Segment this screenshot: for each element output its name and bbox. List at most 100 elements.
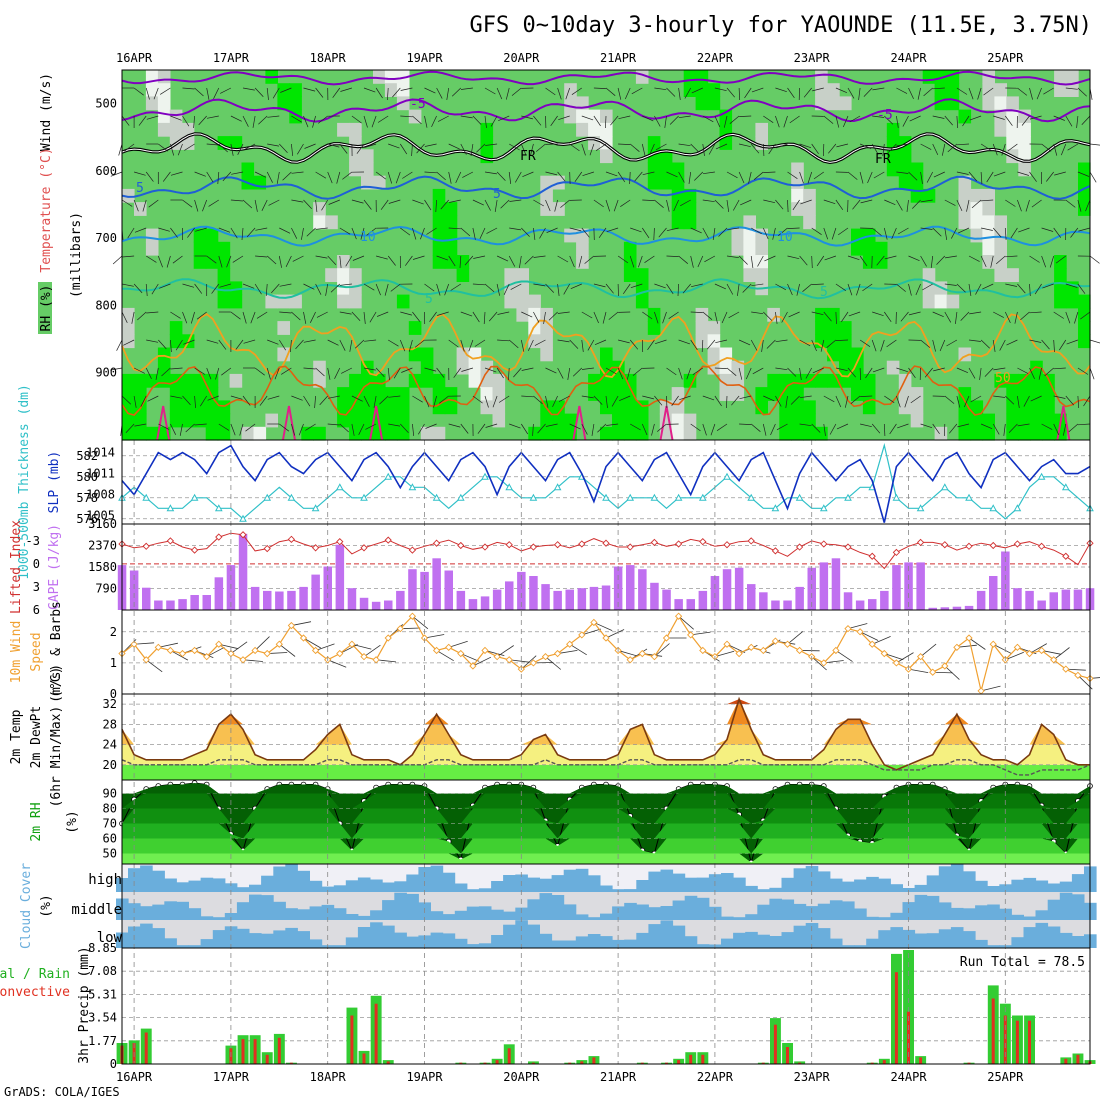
date-label-bottom: 16APR	[116, 1070, 153, 1084]
wind10m-axis-label: 10m Wind	[9, 621, 24, 684]
cape-bar	[674, 599, 683, 610]
rh-cell	[971, 229, 984, 243]
rh-cell	[325, 215, 338, 229]
lifted-index-point	[409, 547, 415, 553]
rh-cell	[1078, 295, 1091, 309]
cape-bar	[336, 545, 345, 610]
rh-cell	[170, 414, 183, 428]
temp-fill-band	[122, 699, 1090, 745]
wind-barb	[461, 654, 479, 662]
rh-cell	[947, 295, 960, 309]
cloud-cell	[624, 940, 637, 948]
cloud-cell	[794, 868, 807, 892]
rh-cell	[313, 427, 326, 441]
cloud-cell	[685, 878, 698, 892]
cape-bar	[747, 584, 756, 610]
lifted-index-point	[143, 543, 149, 549]
wind-barb	[146, 660, 162, 672]
cloud-cell	[297, 871, 310, 892]
rh-cell	[158, 361, 171, 375]
slp-tick-label: 1014	[86, 446, 115, 460]
cloud-cell	[431, 933, 444, 948]
rh-cell	[815, 321, 828, 335]
date-label-bottom: 18APR	[310, 1070, 347, 1084]
cloud-cell	[382, 900, 395, 920]
cape-bar	[1013, 588, 1022, 610]
rh2m-tick-label: 50	[103, 847, 117, 861]
precip-convective-label: Convective	[0, 985, 70, 1000]
cloud-cell	[164, 879, 177, 893]
rh-cell	[839, 96, 852, 110]
cloud-cell	[648, 924, 661, 948]
date-label-top: 20APR	[503, 51, 540, 65]
contour-label: 10	[360, 230, 376, 245]
contour-label: 50	[995, 371, 1011, 386]
rh-cell	[576, 242, 589, 256]
lifted-index-point	[676, 541, 682, 547]
cape-tick-label: 2370	[88, 539, 117, 553]
rh-cell	[982, 96, 995, 110]
wind-barb	[117, 340, 122, 351]
cloud-cell	[878, 879, 891, 892]
rh-cell	[337, 281, 350, 295]
rh-cell	[612, 400, 625, 414]
cape-bar	[251, 587, 260, 610]
cloud-cell	[1036, 881, 1049, 893]
thickness-point	[1014, 505, 1020, 511]
cloud-cell	[733, 917, 746, 920]
rh-cell	[230, 374, 243, 388]
rh-cell	[863, 387, 876, 401]
cloud-cell	[285, 908, 298, 920]
rh-cell	[636, 268, 649, 282]
cloud-cell	[769, 899, 782, 920]
cape-bar	[384, 601, 393, 611]
precip-tick-label: 7.08	[88, 964, 117, 978]
cloud-cell	[455, 911, 468, 920]
cape-bar	[735, 568, 744, 610]
rh-cell	[433, 387, 446, 401]
precip-convective-bar	[1016, 1021, 1019, 1064]
cloud-cell	[733, 878, 746, 892]
rh-cell	[457, 255, 470, 269]
rh-cell	[839, 334, 852, 348]
rh-cell	[732, 387, 745, 401]
lifted-index-point	[385, 537, 391, 543]
rh-cell	[624, 400, 637, 414]
wind-barb	[364, 645, 380, 656]
rh-cell	[313, 215, 326, 229]
rh-cell	[349, 268, 362, 282]
rh-cell	[612, 427, 625, 441]
rh-cell	[516, 281, 529, 295]
rh-cell	[636, 295, 649, 309]
rh-cell	[1018, 427, 1031, 441]
cloud-cell	[176, 902, 189, 920]
cloud-cell	[564, 904, 577, 920]
rh-cell	[445, 400, 458, 414]
cape-bar	[989, 576, 998, 610]
rh-cell	[313, 361, 326, 375]
cape-bar	[481, 596, 490, 610]
cloud-cell	[237, 887, 250, 892]
cloud-cell	[152, 905, 165, 920]
cloud-cell	[273, 867, 286, 893]
rh-cell	[289, 96, 302, 110]
cloud-cell	[370, 910, 383, 920]
rh-cell	[672, 400, 685, 414]
rh-cell	[755, 387, 768, 401]
rh-cell	[660, 163, 673, 177]
cape-bar	[965, 606, 974, 610]
rh-cell	[540, 321, 553, 335]
precip-tick-label: 3.54	[88, 1011, 117, 1025]
cloud-cell	[358, 916, 371, 920]
rh-cell	[815, 83, 828, 97]
cloud-cell	[987, 886, 1000, 892]
rh-cell	[720, 387, 733, 401]
date-label-bottom: 23APR	[794, 1070, 831, 1084]
rh-cell	[397, 427, 410, 441]
cloud-cell	[128, 868, 141, 892]
rh-cell	[493, 374, 506, 388]
wind-barb	[860, 632, 878, 641]
wind-panel	[119, 613, 1100, 694]
rh-cell	[743, 268, 756, 282]
cloud-cell	[261, 876, 274, 892]
